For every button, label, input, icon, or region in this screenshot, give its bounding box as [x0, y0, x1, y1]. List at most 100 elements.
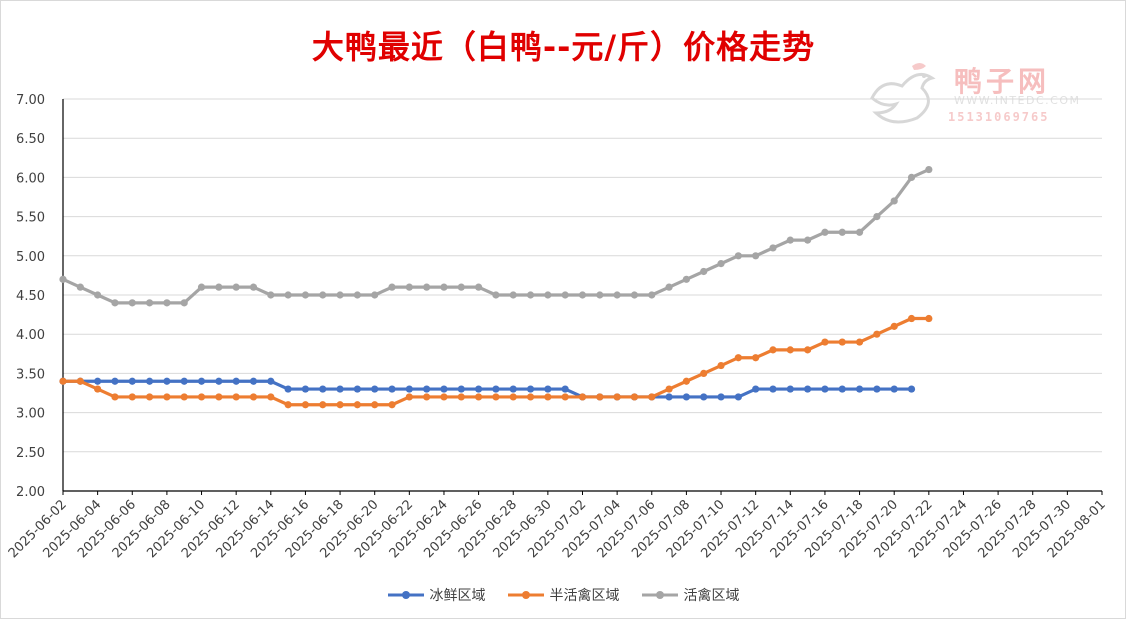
data-point [890, 322, 898, 330]
y-tick-label: 6.00 [16, 171, 45, 186]
y-tick-label: 6.50 [16, 132, 45, 147]
data-point [648, 393, 656, 401]
data-point [734, 354, 742, 362]
data-point [215, 283, 223, 291]
data-point [682, 393, 691, 401]
data-point [873, 385, 881, 393]
data-point [786, 346, 794, 354]
data-point [163, 393, 171, 401]
data-point [509, 385, 517, 393]
data-point [319, 385, 327, 393]
data-point [180, 377, 188, 385]
data-point [128, 299, 136, 307]
data-point [838, 338, 846, 346]
data-point [855, 385, 864, 393]
data-point [388, 385, 396, 393]
data-point [769, 346, 777, 354]
legend-item: 半活禽区域 [507, 585, 620, 605]
data-point [319, 401, 327, 409]
data-point [561, 385, 569, 393]
legend-swatch [507, 591, 544, 599]
data-point [423, 385, 431, 393]
data-point [388, 401, 396, 409]
data-point [821, 338, 829, 346]
data-point [371, 385, 379, 393]
data-point [890, 197, 898, 205]
data-point [890, 385, 898, 393]
data-point [596, 291, 604, 299]
data-point [700, 369, 708, 377]
legend-swatch [641, 591, 678, 599]
data-point [423, 283, 431, 291]
data-point [197, 377, 206, 385]
data-point [353, 401, 361, 409]
data-point [561, 393, 569, 401]
data-point [925, 314, 933, 323]
legend-swatch [387, 591, 424, 599]
data-point [526, 291, 535, 299]
data-point [855, 228, 864, 236]
data-point [665, 385, 673, 393]
data-point [613, 393, 621, 401]
data-point [215, 393, 223, 401]
data-point [59, 377, 67, 385]
data-point [371, 401, 379, 409]
data-point [873, 213, 881, 221]
data-point [457, 393, 465, 401]
data-point [405, 385, 413, 393]
data-point [682, 377, 691, 385]
data-point [492, 385, 500, 393]
data-point [873, 330, 881, 338]
data-point [786, 385, 794, 393]
data-point [648, 291, 656, 299]
data-point [700, 267, 708, 276]
data-point [111, 393, 119, 401]
data-point [804, 346, 812, 354]
y-tick-label: 5.00 [16, 250, 45, 265]
data-point [180, 393, 188, 401]
data-point [232, 393, 240, 401]
data-point [907, 173, 916, 181]
data-point [509, 393, 517, 401]
data-point [804, 385, 812, 393]
data-point [544, 385, 552, 393]
data-point [405, 393, 413, 401]
data-point [630, 291, 639, 299]
data-point [76, 283, 84, 291]
data-point [734, 252, 742, 260]
data-point [197, 393, 206, 401]
data-point [492, 291, 500, 299]
data-point [267, 393, 275, 401]
legend-item: 活禽区域 [641, 585, 740, 605]
data-point [94, 377, 102, 385]
y-tick-label: 2.00 [16, 485, 45, 500]
watermark-url: WWW.INTEDC.COM [954, 94, 1081, 107]
watermark: 鸭子网 WWW.INTEDC.COM 15131069765 [862, 58, 1092, 130]
data-point [94, 385, 102, 393]
data-point [925, 165, 933, 174]
line-chart: 2.00 2.50 3.00 3.50 4.00 4.50 5.00 5.50 6.00 6.50… [6, 93, 1109, 561]
data-point [578, 393, 587, 401]
data-point [475, 283, 483, 291]
data-point [249, 393, 258, 401]
data-point [440, 393, 448, 401]
data-point [371, 291, 379, 299]
data-point [76, 377, 84, 385]
data-point [717, 260, 725, 268]
data-point [561, 291, 569, 299]
data-point [526, 385, 535, 393]
data-point [457, 283, 465, 291]
data-point [301, 385, 310, 393]
data-point [145, 393, 154, 401]
data-point [734, 393, 742, 401]
data-point [145, 299, 154, 307]
y-tick-label: 4.00 [16, 328, 45, 343]
data-point [578, 291, 587, 299]
data-point [613, 291, 621, 299]
data-point [111, 377, 119, 385]
data-point [249, 283, 258, 291]
series-line-3 [62, 168, 930, 305]
data-point [786, 236, 794, 244]
data-point [855, 338, 864, 346]
data-point [838, 385, 846, 393]
